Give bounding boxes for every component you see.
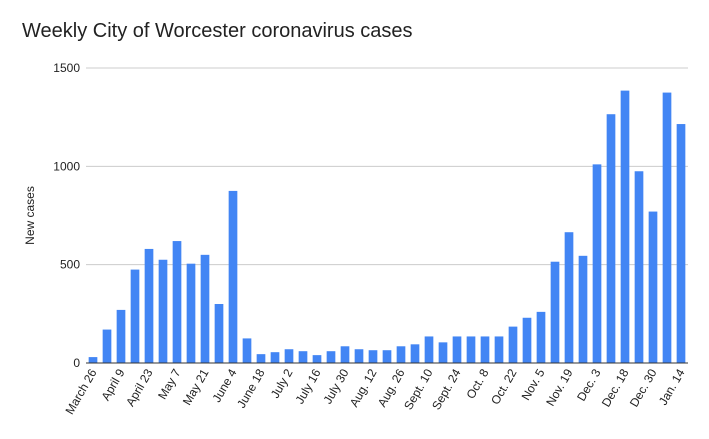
bar [298, 351, 308, 363]
bar [424, 336, 434, 363]
bar [648, 211, 658, 363]
x-tick-label: Jan. 14 [656, 366, 688, 407]
x-tick-label: June 4 [209, 366, 239, 404]
y-tick-label: 0 [73, 356, 80, 370]
bar [620, 90, 630, 363]
bar [662, 92, 672, 363]
bar [606, 114, 616, 363]
x-tick-label: Dec. 30 [627, 366, 660, 409]
chart-title: Weekly City of Worcester coronavirus cas… [22, 20, 413, 42]
x-tick-label: Oct. 22 [488, 366, 520, 407]
bar [676, 124, 686, 363]
bar [172, 241, 182, 363]
bar [284, 349, 294, 363]
bar [354, 349, 364, 363]
bar [550, 261, 560, 363]
bar [536, 311, 546, 363]
x-tick-label: July 2 [268, 366, 296, 400]
bar [214, 304, 224, 363]
x-tick-label: April 23 [123, 366, 156, 409]
x-tick-label: Nov. 19 [543, 366, 576, 408]
bar [102, 329, 112, 363]
bar [270, 352, 280, 363]
x-tick-label: Nov. 5 [519, 366, 548, 403]
x-tick-label: May 21 [180, 366, 212, 407]
bar [396, 346, 406, 363]
bar [522, 317, 532, 363]
gridlines [86, 67, 688, 266]
bar [564, 232, 574, 363]
x-tick-label: April 9 [98, 366, 127, 403]
bar [382, 350, 392, 363]
bar [508, 326, 518, 363]
y-axis-title: New cases [23, 186, 37, 245]
x-tick-label: June 18 [234, 366, 268, 410]
x-tick-label: Dec. 3 [574, 366, 604, 403]
bar [88, 357, 98, 363]
bar [158, 259, 168, 363]
bar [438, 342, 448, 363]
bar [200, 254, 210, 363]
bar [466, 336, 476, 363]
y-tick-label: 500 [60, 258, 80, 272]
bar [480, 336, 490, 363]
bar [312, 355, 322, 363]
bar [326, 351, 336, 363]
x-tick-label: March 26 [62, 366, 99, 417]
bar [410, 344, 420, 363]
x-tick-label: Oct. 8 [463, 366, 491, 401]
y-tick-label: 1000 [53, 159, 80, 173]
bar [592, 164, 602, 363]
x-tick-label: May 7 [155, 366, 184, 402]
bar [144, 248, 154, 363]
bar [228, 190, 238, 363]
y-tick-labels: 0 500 1000 1500 [53, 61, 80, 370]
x-tick-label: July 16 [292, 366, 323, 406]
bar [186, 263, 196, 363]
y-tick-label: 1500 [53, 61, 80, 75]
bar [340, 346, 350, 363]
bar [634, 171, 644, 363]
bar [116, 309, 126, 363]
bar [242, 338, 252, 363]
bar [494, 336, 504, 363]
bar [256, 354, 266, 363]
bar [130, 269, 140, 363]
bar [578, 255, 588, 363]
bar [368, 350, 378, 363]
bar [452, 336, 462, 363]
bars [88, 90, 686, 363]
